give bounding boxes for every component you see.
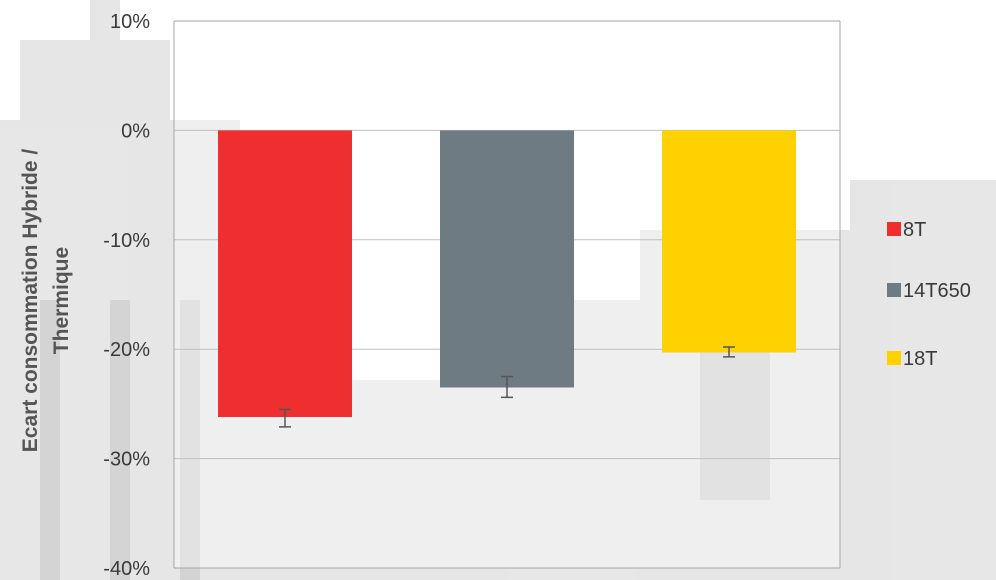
y-tick-label: -20% <box>103 339 150 361</box>
legend: 8T 14T650 18T <box>887 219 971 370</box>
y-tick-label: -10% <box>103 230 150 252</box>
bar-18t <box>662 130 796 353</box>
y-tick-label: -40% <box>103 558 150 580</box>
y-axis-title-line: Ecart consommation Hybride / <box>19 149 42 453</box>
legend-swatch-8t <box>887 222 901 236</box>
y-axis-title-line: Thermique <box>50 247 73 354</box>
bar-14t650 <box>440 130 574 388</box>
legend-swatch-14t650 <box>887 283 901 297</box>
y-axis-title: Ecart consommation Hybride / Thermique <box>19 149 73 453</box>
y-tick-label: -30% <box>103 449 150 471</box>
y-axis-ticks: 10% 0% -10% -20% -30% -40% <box>103 11 150 580</box>
y-tick-label: 10% <box>110 11 150 33</box>
legend-swatch-18t <box>887 351 901 365</box>
bars <box>218 130 796 418</box>
plot-frame <box>173 20 841 569</box>
y-tick-label: 0% <box>121 120 150 142</box>
legend-label-14t650: 14T650 <box>903 280 971 302</box>
error-bars <box>279 346 735 428</box>
legend-label-18t: 18T <box>903 348 937 370</box>
legend-label-8t: 8T <box>903 219 926 241</box>
bar-8t <box>218 130 352 418</box>
